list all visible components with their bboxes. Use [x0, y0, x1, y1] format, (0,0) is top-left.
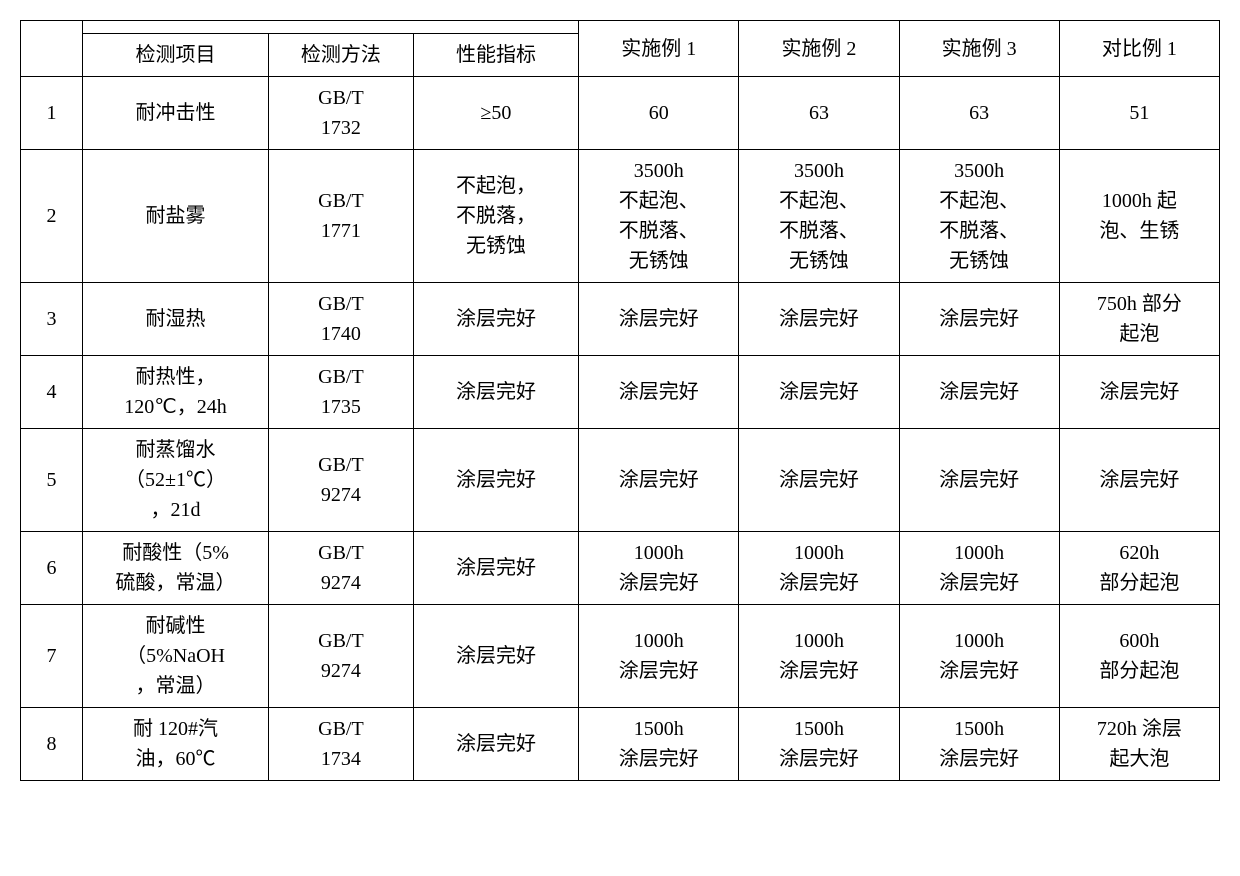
cell-ex2: 1500h 涂层完好 — [739, 708, 899, 781]
cell-cmp1: 750h 部分 起泡 — [1059, 283, 1219, 356]
header-num-blank — [21, 21, 83, 77]
cell-spec: 涂层完好 — [413, 532, 578, 605]
header-ex3: 实施例 3 — [899, 21, 1059, 77]
table-row: 4耐热性， 120℃，24hGB/T 1735涂层完好涂层完好涂层完好涂层完好涂… — [21, 356, 1220, 429]
cell-ex3: 3500h 不起泡、 不脱落、 无锈蚀 — [899, 150, 1059, 283]
cell-ex1: 3500h 不起泡、 不脱落、 无锈蚀 — [579, 150, 739, 283]
cell-num: 7 — [21, 605, 83, 708]
cell-ex2: 涂层完好 — [739, 283, 899, 356]
cell-num: 4 — [21, 356, 83, 429]
header-ex1: 实施例 1 — [579, 21, 739, 77]
cell-cmp1: 720h 涂层 起大泡 — [1059, 708, 1219, 781]
cell-num: 3 — [21, 283, 83, 356]
cell-ex1: 涂层完好 — [579, 283, 739, 356]
cell-ex1: 1000h 涂层完好 — [579, 532, 739, 605]
table-row: 5耐蒸馏水 （52±1℃） ，21dGB/T 9274涂层完好涂层完好涂层完好涂… — [21, 429, 1220, 532]
cell-cmp1: 600h 部分起泡 — [1059, 605, 1219, 708]
cell-method: GB/T 1732 — [269, 77, 414, 150]
cell-cmp1: 1000h 起 泡、生锈 — [1059, 150, 1219, 283]
cell-method: GB/T 1735 — [269, 356, 414, 429]
cell-cmp1: 涂层完好 — [1059, 356, 1219, 429]
cell-ex1: 60 — [579, 77, 739, 150]
cell-item: 耐蒸馏水 （52±1℃） ，21d — [83, 429, 269, 532]
cell-ex3: 涂层完好 — [899, 429, 1059, 532]
cell-num: 5 — [21, 429, 83, 532]
cell-num: 1 — [21, 77, 83, 150]
cell-item: 耐酸性（5% 硫酸，常温） — [83, 532, 269, 605]
cell-ex2: 1000h 涂层完好 — [739, 605, 899, 708]
header-row-1: 实施例 1 实施例 2 实施例 3 对比例 1 — [21, 21, 1220, 34]
header-ex2: 实施例 2 — [739, 21, 899, 77]
cell-spec: 涂层完好 — [413, 356, 578, 429]
cell-num: 8 — [21, 708, 83, 781]
header-group-blank — [83, 21, 579, 34]
table-row: 8耐 120#汽 油，60℃GB/T 1734涂层完好1500h 涂层完好150… — [21, 708, 1220, 781]
cell-ex2: 涂层完好 — [739, 429, 899, 532]
header-item: 检测项目 — [83, 34, 269, 77]
cell-item: 耐湿热 — [83, 283, 269, 356]
cell-spec: 涂层完好 — [413, 708, 578, 781]
header-method: 检测方法 — [269, 34, 414, 77]
cell-ex2: 1000h 涂层完好 — [739, 532, 899, 605]
cell-spec: 涂层完好 — [413, 605, 578, 708]
table-row: 2耐盐雾GB/T 1771不起泡， 不脱落， 无锈蚀3500h 不起泡、 不脱落… — [21, 150, 1220, 283]
cell-num: 6 — [21, 532, 83, 605]
performance-comparison-table: 实施例 1 实施例 2 实施例 3 对比例 1 检测项目 检测方法 性能指标 1… — [20, 20, 1220, 781]
cell-spec: 不起泡， 不脱落， 无锈蚀 — [413, 150, 578, 283]
cell-item: 耐 120#汽 油，60℃ — [83, 708, 269, 781]
cell-spec: ≥50 — [413, 77, 578, 150]
cell-ex1: 1500h 涂层完好 — [579, 708, 739, 781]
table-row: 7耐碱性 （5%NaOH ，常温）GB/T 9274涂层完好1000h 涂层完好… — [21, 605, 1220, 708]
cell-num: 2 — [21, 150, 83, 283]
cell-method: GB/T 1740 — [269, 283, 414, 356]
table-row: 1耐冲击性GB/T 1732≥5060636351 — [21, 77, 1220, 150]
cell-ex3: 1500h 涂层完好 — [899, 708, 1059, 781]
cell-ex2: 3500h 不起泡、 不脱落、 无锈蚀 — [739, 150, 899, 283]
cell-item: 耐热性， 120℃，24h — [83, 356, 269, 429]
header-cmp1: 对比例 1 — [1059, 21, 1219, 77]
cell-method: GB/T 9274 — [269, 605, 414, 708]
cell-ex3: 1000h 涂层完好 — [899, 532, 1059, 605]
cell-ex2: 涂层完好 — [739, 356, 899, 429]
table-header: 实施例 1 实施例 2 实施例 3 对比例 1 检测项目 检测方法 性能指标 — [21, 21, 1220, 77]
cell-cmp1: 涂层完好 — [1059, 429, 1219, 532]
header-spec: 性能指标 — [413, 34, 578, 77]
cell-spec: 涂层完好 — [413, 429, 578, 532]
cell-cmp1: 620h 部分起泡 — [1059, 532, 1219, 605]
cell-ex1: 涂层完好 — [579, 356, 739, 429]
cell-item: 耐冲击性 — [83, 77, 269, 150]
cell-ex2: 63 — [739, 77, 899, 150]
table-body: 1耐冲击性GB/T 1732≥50606363512耐盐雾GB/T 1771不起… — [21, 77, 1220, 781]
cell-ex3: 1000h 涂层完好 — [899, 605, 1059, 708]
cell-spec: 涂层完好 — [413, 283, 578, 356]
cell-method: GB/T 1734 — [269, 708, 414, 781]
cell-ex3: 涂层完好 — [899, 283, 1059, 356]
table-row: 6耐酸性（5% 硫酸，常温）GB/T 9274涂层完好1000h 涂层完好100… — [21, 532, 1220, 605]
cell-method: GB/T 9274 — [269, 532, 414, 605]
cell-item: 耐碱性 （5%NaOH ，常温） — [83, 605, 269, 708]
cell-ex1: 1000h 涂层完好 — [579, 605, 739, 708]
cell-cmp1: 51 — [1059, 77, 1219, 150]
cell-method: GB/T 1771 — [269, 150, 414, 283]
cell-ex3: 涂层完好 — [899, 356, 1059, 429]
table-row: 3耐湿热GB/T 1740涂层完好涂层完好涂层完好涂层完好750h 部分 起泡 — [21, 283, 1220, 356]
cell-item: 耐盐雾 — [83, 150, 269, 283]
cell-ex1: 涂层完好 — [579, 429, 739, 532]
cell-method: GB/T 9274 — [269, 429, 414, 532]
cell-ex3: 63 — [899, 77, 1059, 150]
